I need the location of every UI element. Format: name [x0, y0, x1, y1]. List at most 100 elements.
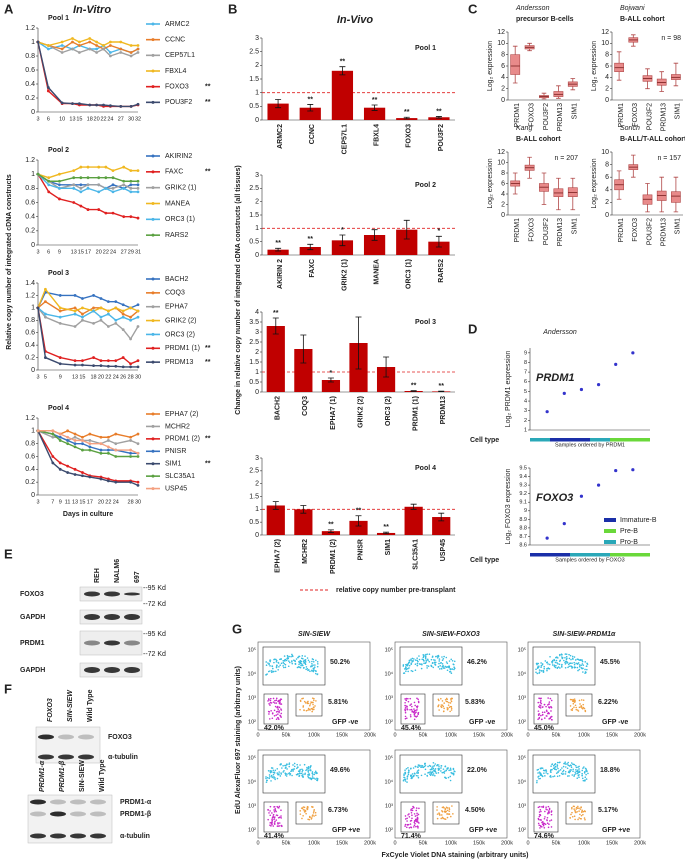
y-tick-label: 0.2: [25, 228, 35, 235]
x-tick-label: 20: [98, 499, 104, 505]
cell-dot: [584, 672, 586, 675]
cell-dot: [290, 770, 292, 773]
x-tick-label: 20: [98, 374, 104, 380]
cell-dot: [579, 813, 581, 816]
cell-dot: [416, 820, 418, 822]
cell-dot: [541, 823, 544, 825]
error-bar: [339, 66, 346, 76]
chart-title: FOXO3: [536, 492, 573, 504]
cell-dot: [315, 659, 317, 662]
data-point: [136, 186, 140, 190]
cell-dot: [281, 767, 283, 769]
cell-dot: [564, 660, 567, 663]
cell-dot: [441, 817, 444, 819]
cell-dot: [542, 805, 545, 808]
cell-dot: [280, 708, 282, 710]
cell-dot: [284, 666, 287, 669]
cell-dot: [284, 767, 287, 769]
data-point: [129, 480, 132, 484]
cell-dot: [537, 701, 540, 704]
cell-dot: [545, 715, 548, 717]
data-point: [95, 51, 99, 54]
cell-dot: [444, 765, 447, 768]
y-tick-label: 3: [255, 172, 259, 179]
cell-dot: [273, 823, 276, 825]
blot-band: [104, 591, 120, 597]
y-tick-label: 0: [31, 367, 35, 374]
cell-dot: [568, 775, 570, 777]
cell-dot: [411, 773, 414, 775]
legend-marker: [151, 53, 155, 57]
cell-dot: [585, 665, 588, 668]
cell-dot: [306, 657, 309, 659]
x-tick-label: 50k: [419, 840, 428, 846]
data-point: [129, 435, 132, 439]
cell-dot: [314, 771, 316, 774]
cell-dot: [415, 774, 418, 777]
data-point: [92, 294, 95, 297]
cell-dot: [445, 666, 448, 668]
cell-dot: [405, 717, 408, 719]
cell-dot: [578, 765, 580, 768]
cell-dot: [408, 667, 410, 669]
x-tick-label: 50k: [282, 732, 291, 738]
x-tick-label: 24: [107, 116, 113, 122]
cell-dot: [402, 664, 405, 666]
cell-dot: [316, 665, 319, 668]
cell-dot: [566, 763, 569, 765]
cell-dot: [280, 772, 282, 774]
cell-dot: [571, 774, 574, 776]
cell-dot: [411, 710, 413, 712]
cell-dot: [267, 809, 269, 811]
y-tick-label: 1: [31, 305, 35, 312]
y-tick-label: 10²: [518, 719, 526, 725]
cell-dot: [447, 666, 449, 668]
data-point: [106, 364, 110, 368]
legend-marker: [151, 449, 155, 453]
cell-dot: [301, 768, 303, 771]
cell-dot: [310, 708, 313, 710]
y-tick-label: 8: [501, 170, 505, 177]
row-label: α-tubulin: [108, 754, 138, 761]
cell-dot: [301, 655, 304, 657]
legend-label: CEP57L1: [165, 52, 195, 59]
cell-dot: [421, 765, 424, 767]
cell-dot: [444, 808, 447, 811]
y-tick-label: 4: [255, 309, 259, 316]
data-point: [114, 300, 118, 304]
y-tick-label: 8.9: [519, 517, 527, 523]
cell-dot: [438, 769, 440, 771]
cell-dot: [447, 704, 450, 706]
cell-dot: [549, 771, 552, 773]
gate: [533, 693, 559, 725]
cell-dot: [423, 662, 425, 665]
cell-dot: [579, 703, 581, 705]
y-tick-label: 10³: [385, 803, 393, 809]
cell-dot: [450, 658, 453, 661]
data-point: [77, 40, 81, 44]
data-point: [114, 480, 118, 484]
y-tick-label: 0.2: [25, 95, 35, 102]
panel-label: G: [232, 621, 242, 636]
cell-dot: [296, 666, 299, 669]
data-point: [136, 102, 140, 106]
cell-dot: [311, 658, 314, 660]
cell-dot: [579, 808, 582, 810]
data-point: [122, 183, 126, 187]
y-tick-label: 1.5: [249, 76, 259, 83]
column-title: SIN-SIEW-PRDM1α: [553, 631, 616, 638]
gate: [565, 693, 593, 717]
cell-dot: [416, 770, 419, 772]
cell-dot: [574, 659, 577, 661]
y-tick-label: 2: [524, 418, 527, 424]
cell-dot: [265, 777, 267, 780]
cell-dot: [407, 766, 409, 769]
cell-dot: [293, 762, 296, 765]
cell-dot: [556, 764, 559, 767]
cell-dot: [313, 777, 315, 780]
cell-dot: [570, 764, 572, 767]
cell-dot: [276, 706, 278, 709]
y-tick-label: 1.5: [249, 359, 259, 366]
blot-band: [84, 614, 100, 620]
x-tick-label: USP45: [440, 539, 447, 561]
